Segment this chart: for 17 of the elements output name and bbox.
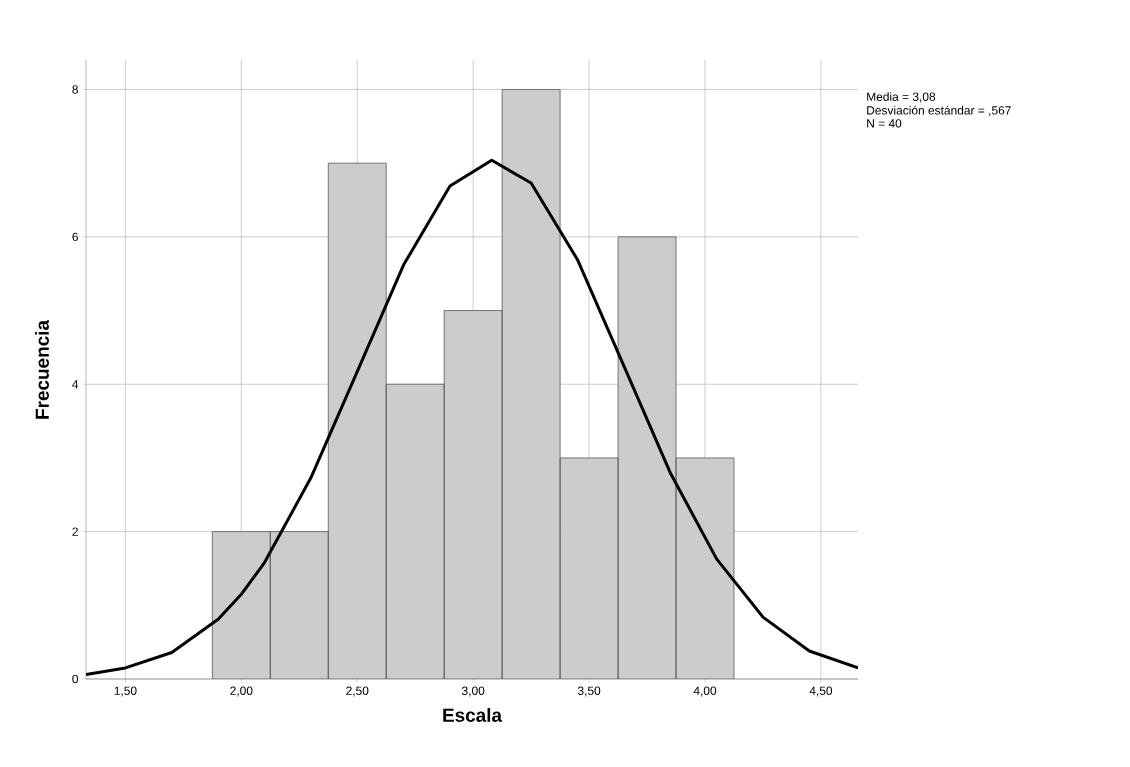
y-tick-label: 4 bbox=[72, 380, 79, 389]
x-tick-label: 4,00 bbox=[693, 686, 717, 697]
x-tick-label: 4,50 bbox=[809, 686, 833, 697]
text: N = 40 bbox=[867, 119, 902, 128]
x-tick-label: 1,50 bbox=[114, 686, 137, 697]
x-axis-title: Escala bbox=[443, 708, 503, 722]
x-tick-label: 2,50 bbox=[346, 686, 369, 697]
x-tick-label: 3,50 bbox=[577, 686, 601, 697]
y-tick-label: 6 bbox=[72, 232, 78, 242]
y-tick-label: 0 bbox=[72, 674, 79, 684]
text: Media = 3,08 bbox=[867, 92, 936, 103]
y-tick-label: 8 bbox=[72, 85, 78, 94]
x-tick-label: 3,00 bbox=[461, 686, 485, 697]
text: Desviación estándar = ,567 bbox=[867, 105, 1011, 117]
y-tick-label: 2 bbox=[72, 527, 78, 536]
y-axis-title: Frecuencia bbox=[35, 319, 49, 419]
x-tick-label: 2,00 bbox=[230, 686, 253, 697]
